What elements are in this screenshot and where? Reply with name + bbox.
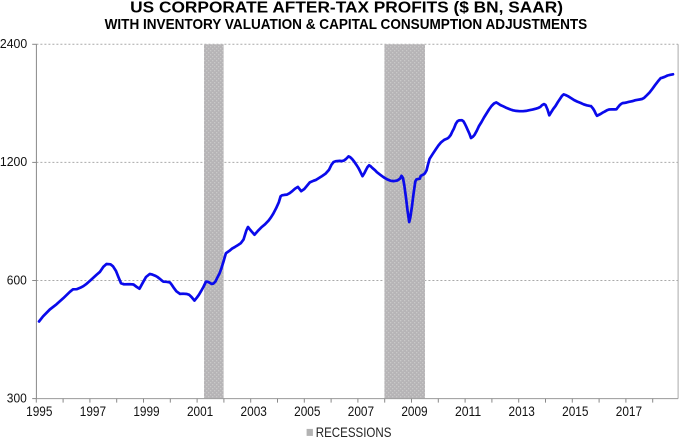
- svg-text:2017: 2017: [616, 403, 642, 419]
- svg-text:WITH INVENTORY VALUATION & CAP: WITH INVENTORY VALUATION & CAPITAL CONSU…: [105, 16, 588, 33]
- svg-text:1995: 1995: [26, 403, 52, 419]
- svg-text:2001: 2001: [187, 403, 213, 419]
- svg-text:2013: 2013: [509, 403, 535, 419]
- svg-text:1997: 1997: [80, 403, 106, 419]
- svg-text:600: 600: [7, 272, 27, 287]
- svg-text:2007: 2007: [348, 403, 374, 419]
- svg-text:US CORPORATE AFTER-TAX PROFITS: US CORPORATE AFTER-TAX PROFITS ($ BN, SA…: [130, 0, 563, 17]
- svg-text:2005: 2005: [294, 403, 320, 419]
- svg-text:300: 300: [7, 390, 27, 405]
- svg-text:1999: 1999: [133, 403, 159, 419]
- svg-text:2400: 2400: [0, 36, 27, 51]
- svg-text:2011: 2011: [455, 403, 481, 419]
- svg-text:2015: 2015: [562, 403, 588, 419]
- svg-text:RECESSIONS: RECESSIONS: [316, 424, 392, 437]
- svg-text:1200: 1200: [0, 154, 27, 169]
- svg-text:2009: 2009: [401, 403, 427, 419]
- svg-text:2003: 2003: [241, 403, 267, 419]
